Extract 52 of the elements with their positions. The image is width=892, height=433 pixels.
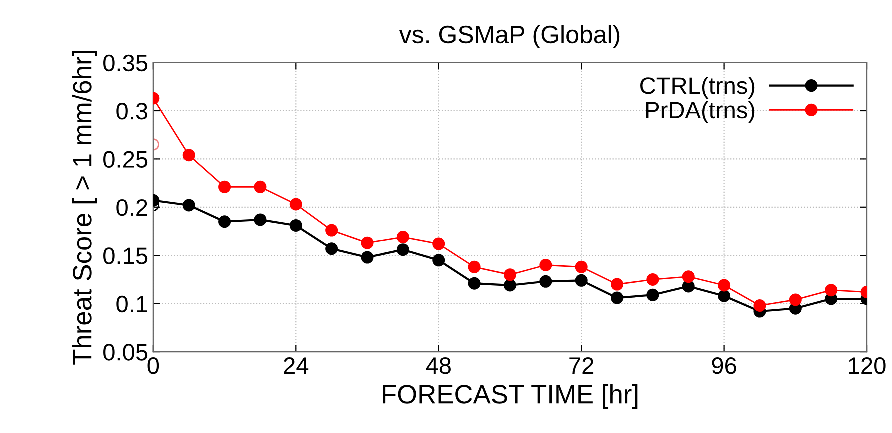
chart-title: vs. GSMaP (Global): [399, 25, 620, 49]
legend-label: CTRL(trns): [640, 76, 755, 99]
point: [789, 294, 802, 306]
x-tick-label: 120: [849, 358, 886, 374]
point: [396, 244, 410, 256]
point: [326, 224, 338, 237]
point: [254, 214, 267, 226]
point: [682, 270, 695, 284]
y-tick-label: 0.05: [104, 344, 148, 361]
point: [754, 300, 766, 312]
point: [540, 275, 552, 288]
point: [504, 268, 516, 282]
point: [611, 278, 624, 291]
y-tick-label: 0.15: [104, 248, 148, 264]
point: [396, 231, 410, 244]
point: [575, 274, 588, 287]
x-tick-label: 96: [712, 358, 736, 374]
y-tick-label: 0.25: [104, 151, 148, 168]
point: [540, 259, 552, 272]
point: [432, 238, 446, 250]
point: [361, 251, 374, 264]
y-tick-label: 0.3: [116, 103, 148, 120]
point: [718, 279, 731, 292]
point: [254, 180, 267, 194]
y-tick-label: 0.1: [116, 296, 148, 313]
y-axis-title: Threat Score [ > 1 mm/6hr]: [72, 51, 98, 365]
point: [326, 242, 338, 256]
point: [218, 216, 232, 228]
y-tick-label: 0.2: [116, 199, 148, 216]
point: [611, 292, 624, 304]
x-tick-label: 24: [284, 358, 309, 374]
point: [182, 199, 196, 212]
x-tick-label: 0: [148, 358, 160, 374]
point: [575, 260, 588, 274]
point: [718, 290, 731, 302]
x-tick-label: 48: [426, 358, 451, 374]
point: [361, 236, 374, 250]
point: [218, 180, 232, 194]
point: [646, 273, 660, 286]
point: [504, 279, 516, 292]
point: [290, 198, 302, 211]
y-tick-label: 0.35: [104, 54, 148, 72]
point: [825, 284, 838, 297]
x-tick-label: 72: [570, 358, 594, 374]
point: [468, 277, 481, 290]
point: [468, 260, 481, 274]
x-axis-title: FORECAST TIME [hr]: [383, 384, 638, 410]
point: [182, 149, 196, 162]
legend-label: PrDA(trns): [646, 101, 755, 124]
point: [646, 288, 660, 302]
point: [290, 219, 302, 232]
point: [432, 254, 446, 267]
